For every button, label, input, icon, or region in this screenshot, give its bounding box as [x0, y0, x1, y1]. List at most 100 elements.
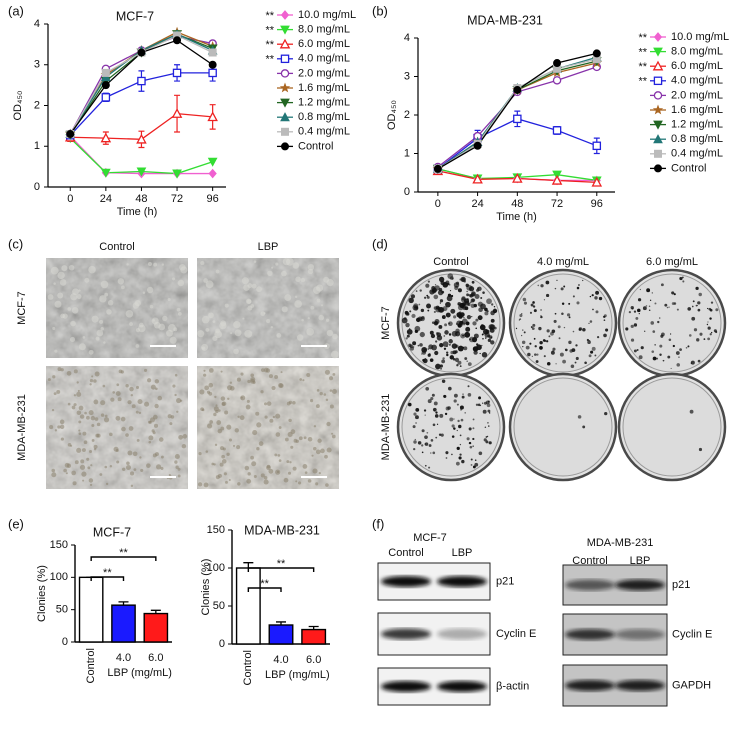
cell [204, 385, 210, 391]
cell [203, 278, 208, 283]
colony [471, 315, 473, 318]
cell [122, 467, 126, 472]
cell [135, 344, 140, 348]
colony [435, 436, 438, 439]
colony [588, 340, 591, 342]
colony [689, 409, 694, 414]
colony [462, 322, 466, 326]
colony [459, 278, 462, 281]
colony [523, 301, 527, 305]
colony [457, 303, 460, 306]
colony [486, 298, 492, 305]
cell [324, 454, 328, 459]
colony [488, 425, 490, 427]
y-tick-label: 100 [50, 571, 68, 583]
cell [277, 454, 281, 457]
cell [219, 462, 224, 467]
cell [215, 328, 221, 334]
cell [121, 285, 125, 290]
colony [417, 344, 420, 347]
colony [435, 411, 438, 414]
colony [646, 288, 651, 293]
cell [203, 373, 207, 377]
cell [154, 379, 160, 384]
colony [558, 337, 561, 340]
colony [448, 283, 451, 286]
point [172, 169, 182, 179]
colony [436, 423, 439, 425]
cell [167, 414, 172, 419]
cell [244, 329, 253, 338]
cell [51, 408, 55, 412]
colony [408, 297, 414, 304]
colony [635, 316, 639, 320]
point [592, 49, 601, 58]
colony [434, 284, 437, 286]
colony [436, 335, 443, 341]
colony [457, 345, 464, 352]
colony [671, 302, 675, 305]
legend-label: 6.0 mg/mL [298, 38, 350, 50]
colony [427, 309, 430, 312]
colony [435, 332, 439, 335]
colony [466, 437, 470, 441]
colony [654, 344, 656, 346]
cell [47, 378, 51, 382]
point [172, 68, 182, 78]
cell [84, 411, 87, 415]
colony [487, 338, 492, 343]
cell [71, 405, 76, 410]
cell [167, 298, 171, 302]
cell [50, 266, 59, 275]
colony [529, 311, 533, 314]
colony [421, 429, 425, 433]
cell [284, 437, 289, 442]
cell [199, 389, 205, 395]
column-label: 6.0 mg/mL [646, 256, 698, 268]
cell [289, 461, 292, 464]
y-tick-label: 0 [404, 186, 410, 198]
legend-label: 4.0 mg/mL [298, 53, 350, 65]
colony [574, 361, 577, 364]
colony [525, 345, 530, 350]
colony [431, 344, 437, 351]
cell [228, 478, 231, 481]
colony [457, 419, 460, 423]
cell [104, 414, 108, 418]
cell [295, 480, 298, 483]
cell [117, 278, 125, 285]
cell [237, 415, 240, 418]
x-tick-label: 0 [67, 193, 73, 205]
cell [233, 348, 239, 355]
colony [644, 330, 646, 332]
significance-label: ** [277, 558, 286, 570]
blot-band [615, 629, 665, 640]
cell [106, 309, 112, 315]
colony [670, 367, 672, 370]
row-label: p21 [496, 575, 514, 587]
colony [475, 403, 479, 406]
legend-significance: ** [265, 54, 274, 66]
colony [435, 340, 438, 343]
cell [88, 349, 94, 355]
colony [529, 342, 532, 345]
cell [115, 415, 121, 421]
cell [158, 323, 166, 331]
colony [427, 348, 430, 350]
colony [445, 457, 448, 459]
cell [144, 401, 150, 407]
cell [212, 335, 218, 342]
cell [174, 453, 180, 460]
blot-band [615, 680, 665, 691]
colony [446, 345, 448, 348]
colony [468, 293, 472, 297]
colony [552, 347, 556, 351]
colony [459, 434, 462, 437]
colony [431, 321, 435, 324]
cell [89, 449, 93, 454]
colony [553, 319, 557, 323]
colony [479, 352, 481, 355]
colony [519, 318, 522, 321]
colony [439, 302, 442, 304]
colony [493, 305, 496, 308]
